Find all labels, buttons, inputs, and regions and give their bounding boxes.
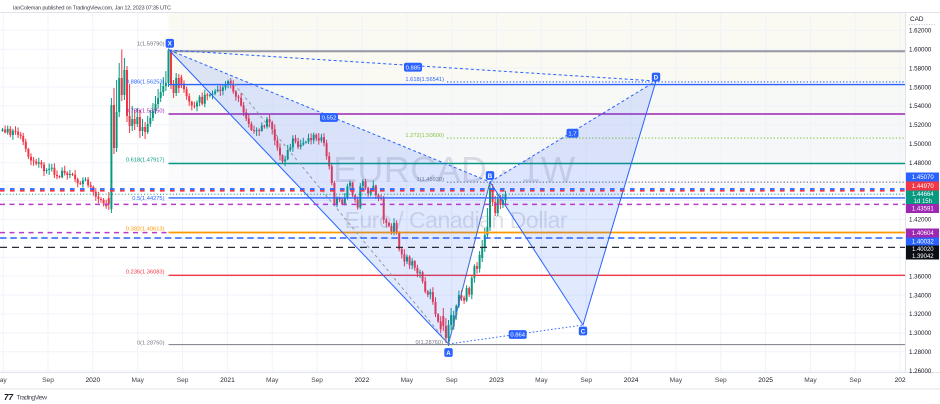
svg-text:Sep: Sep — [580, 377, 592, 384]
svg-text:1.62000: 1.62000 — [909, 28, 932, 35]
svg-text:1.26000: 1.26000 — [909, 368, 932, 375]
svg-text:1.44664: 1.44664 — [912, 192, 934, 198]
svg-text:Sep: Sep — [446, 377, 458, 384]
svg-text:2024: 2024 — [624, 377, 639, 384]
svg-text:202: 202 — [895, 377, 906, 384]
svg-text:1.618(1.56541): 1.618(1.56541) — [405, 77, 444, 83]
svg-text:B: B — [488, 173, 493, 180]
svg-text:1.50000: 1.50000 — [909, 141, 932, 148]
svg-text:0.618(1.47917): 0.618(1.47917) — [126, 158, 165, 164]
svg-text:1.43591: 1.43591 — [912, 206, 935, 213]
svg-text:1.40032: 1.40032 — [912, 239, 935, 246]
svg-text:1.40020: 1.40020 — [912, 247, 934, 253]
svg-text:May: May — [266, 377, 279, 384]
svg-text:0.236(1.36083): 0.236(1.36083) — [126, 269, 165, 275]
svg-text:1.48000: 1.48000 — [909, 160, 932, 167]
svg-text:ay: ay — [0, 377, 7, 384]
svg-text:1(1.59790): 1(1.59790) — [137, 42, 165, 48]
svg-text:May: May — [401, 377, 414, 384]
svg-text:1.36000: 1.36000 — [909, 273, 932, 280]
svg-text:1.52000: 1.52000 — [909, 122, 932, 129]
svg-text:1.42000: 1.42000 — [909, 217, 932, 224]
svg-text:1.39042: 1.39042 — [912, 254, 934, 260]
svg-text:2020: 2020 — [85, 377, 100, 384]
svg-text:A: A — [446, 350, 451, 357]
svg-text:IanColeman published on Tradin: IanColeman published on TradingView.com,… — [13, 6, 171, 12]
svg-text:0.864: 0.864 — [510, 333, 525, 339]
svg-text:0.382(1.40613): 0.382(1.40613) — [126, 227, 165, 233]
svg-text:1.40604: 1.40604 — [912, 230, 935, 237]
svg-text:0(1.28760): 0(1.28760) — [137, 340, 165, 346]
svg-text:Sep: Sep — [42, 377, 54, 384]
svg-text:1.28000: 1.28000 — [909, 349, 932, 356]
svg-text:1d 15h: 1d 15h — [914, 199, 932, 205]
svg-text:77: 77 — [4, 393, 14, 402]
svg-text:C: C — [581, 328, 586, 335]
svg-text:Sep: Sep — [177, 377, 189, 384]
svg-text:0.786(1.53150): 0.786(1.53150) — [126, 109, 165, 115]
svg-text:X: X — [168, 41, 173, 48]
svg-text:0.885: 0.885 — [406, 65, 421, 71]
svg-text:0.552: 0.552 — [322, 116, 337, 122]
svg-text:Sep: Sep — [715, 377, 727, 384]
svg-text:May: May — [131, 377, 144, 384]
svg-text:1.56000: 1.56000 — [909, 84, 932, 91]
svg-text:D: D — [654, 74, 659, 81]
svg-text:May: May — [670, 377, 683, 384]
svg-text:1.272(1.50600): 1.272(1.50600) — [405, 133, 444, 139]
svg-text:0.5(1.44275): 0.5(1.44275) — [132, 196, 164, 202]
svg-text:May: May — [804, 377, 817, 384]
svg-text:1(1.45930): 1(1.45930) — [416, 177, 444, 183]
svg-text:CAD: CAD — [910, 16, 924, 23]
svg-text:Sep: Sep — [849, 377, 861, 384]
svg-text:0.886(1.56253): 0.886(1.56253) — [126, 79, 165, 85]
svg-text:1.60000: 1.60000 — [909, 47, 932, 54]
svg-text:May: May — [535, 377, 548, 384]
svg-text:2022: 2022 — [355, 377, 370, 384]
svg-text:1.44970: 1.44970 — [912, 183, 935, 190]
svg-text:Euro / Canadian Dollar: Euro / Canadian Dollar — [345, 207, 568, 233]
svg-text:Sep: Sep — [311, 377, 323, 384]
svg-text:0(1.28760): 0(1.28760) — [415, 340, 443, 346]
svg-text:1.45070: 1.45070 — [912, 174, 935, 181]
svg-text:1.58000: 1.58000 — [909, 65, 932, 72]
svg-text:1.30000: 1.30000 — [909, 330, 932, 337]
svg-text:2023: 2023 — [489, 377, 504, 384]
svg-text:1.7: 1.7 — [568, 131, 576, 137]
svg-text:2021: 2021 — [220, 377, 235, 384]
svg-text:1.34000: 1.34000 — [909, 292, 932, 299]
svg-text:2025: 2025 — [758, 377, 773, 384]
svg-text:TradingView: TradingView — [17, 395, 48, 402]
svg-text:1.32000: 1.32000 — [909, 311, 932, 318]
svg-text:1.54000: 1.54000 — [909, 103, 932, 110]
